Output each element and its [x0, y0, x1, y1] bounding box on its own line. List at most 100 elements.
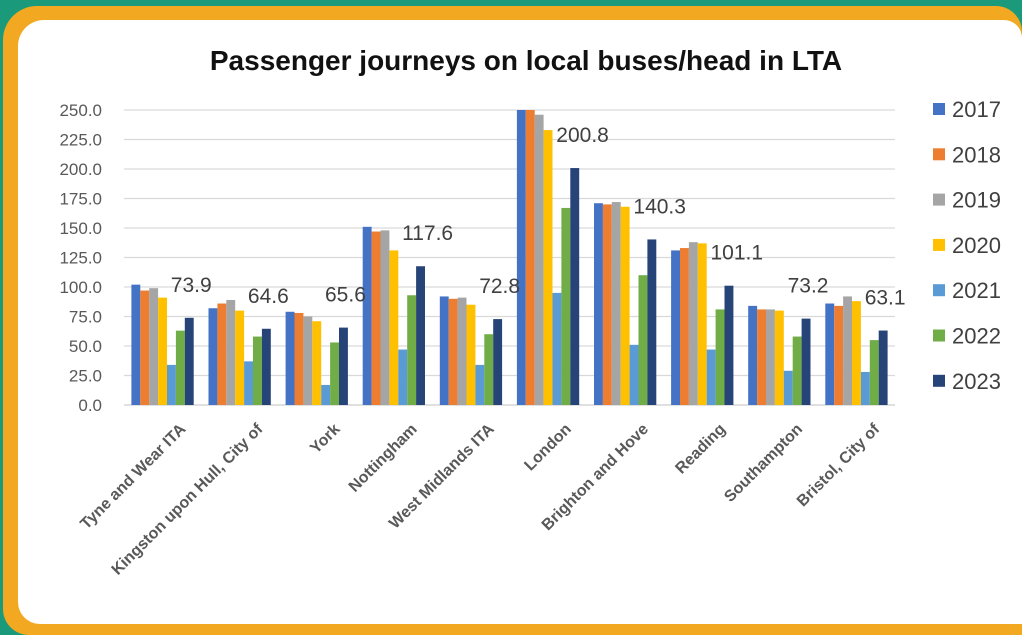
legend-label: 2020: [952, 233, 1001, 258]
bar: [244, 361, 253, 405]
bar: [371, 231, 381, 405]
bar: [493, 319, 503, 405]
data-label: 65.6: [325, 284, 366, 307]
legend-label: 2022: [952, 324, 1001, 349]
y-tick-label: 150.0: [59, 219, 102, 238]
bar: [149, 288, 159, 405]
x-tick-label: Reading: [672, 421, 729, 478]
bar: [253, 336, 262, 405]
legend-swatch: [933, 193, 945, 206]
y-tick-label: 125.0: [59, 249, 102, 268]
legend-label: 2023: [952, 369, 1001, 394]
bar: [285, 311, 295, 405]
bar: [448, 298, 458, 405]
bar: [208, 308, 218, 405]
bar: [766, 309, 775, 405]
bar: [706, 349, 716, 405]
bar: [715, 309, 725, 405]
data-label: 73.2: [788, 275, 829, 298]
bar: [217, 303, 227, 405]
bar: [629, 344, 639, 405]
legend-label: 2019: [952, 188, 1001, 213]
legend-swatch: [933, 329, 945, 342]
x-tick-label: Southampton: [721, 421, 806, 506]
bar: [389, 250, 399, 405]
legend-swatch: [933, 148, 945, 161]
y-tick-label: 250.0: [59, 101, 102, 120]
data-label: 140.3: [633, 195, 686, 218]
bar: [158, 297, 167, 405]
x-tick-label: Nottingham: [346, 421, 421, 496]
x-tick-label: York: [307, 421, 343, 457]
bar: [561, 207, 571, 405]
bar: [321, 384, 331, 405]
bar: [783, 370, 793, 405]
legend-swatch: [933, 374, 945, 387]
data-label: 101.1: [711, 242, 764, 265]
y-tick-label: 175.0: [59, 190, 102, 209]
bar: [312, 321, 322, 405]
bar: [757, 309, 766, 405]
bar: [140, 290, 150, 405]
data-labels: 73.9 64.6 65.6 117.6 72.8 200.8 140.3 101.1 73.2…: [171, 124, 906, 309]
bar: [697, 243, 707, 405]
bar: [843, 296, 852, 405]
legend-swatch: [933, 103, 945, 115]
bar: [407, 295, 417, 405]
legend-swatch: [933, 238, 945, 251]
bar: [647, 239, 657, 405]
bar: [167, 364, 176, 405]
bar: [466, 304, 476, 405]
bar: [362, 226, 372, 405]
bar: [543, 130, 553, 405]
data-label: 117.6: [402, 222, 453, 245]
legend-label: 2018: [952, 142, 1001, 167]
bar: [825, 303, 835, 405]
data-label: 73.9: [171, 274, 212, 297]
x-tick-label: Kingston upon Hull, City of: [109, 420, 267, 578]
data-label: 63.1: [865, 287, 906, 310]
bar: [175, 330, 185, 405]
bar: [416, 266, 425, 405]
bar: [484, 334, 494, 405]
bar: [611, 202, 621, 405]
bar: [534, 114, 544, 405]
y-tick-label: 200.0: [59, 160, 102, 179]
bar: [680, 248, 689, 405]
bar: [620, 206, 630, 405]
bar: [457, 297, 467, 405]
bar: [852, 301, 861, 405]
bar: [570, 168, 580, 405]
data-label: 200.8: [556, 124, 609, 147]
bar: [878, 330, 888, 405]
bar: [638, 275, 648, 405]
legend-label: 2017: [952, 97, 1001, 122]
bar: [226, 299, 236, 405]
y-tick-label: 100.0: [59, 278, 102, 297]
bar: [439, 296, 449, 405]
legend-swatch: [933, 284, 945, 297]
bar: [261, 328, 271, 405]
bar: [303, 316, 313, 405]
bar: [131, 284, 141, 405]
y-tick-label: 0.0: [78, 396, 102, 415]
bar: [688, 242, 698, 405]
y-tick-label: 25.0: [69, 367, 102, 386]
bar: [671, 250, 680, 405]
bar: [398, 349, 408, 405]
bar: [724, 285, 734, 405]
legend-label: 2021: [952, 278, 1001, 303]
bars: [131, 110, 888, 405]
bar: [339, 327, 348, 405]
bar: [792, 336, 802, 405]
bar: [380, 230, 390, 405]
legend: 2017 2018 2019 2020 2021 2022 2023: [933, 97, 1001, 394]
bar: [235, 310, 245, 405]
bar: [774, 310, 784, 405]
bar: [330, 342, 339, 405]
bar: [869, 340, 879, 405]
chart-title: Passenger journeys on local buses/head i…: [210, 45, 842, 76]
bar: [552, 292, 562, 405]
